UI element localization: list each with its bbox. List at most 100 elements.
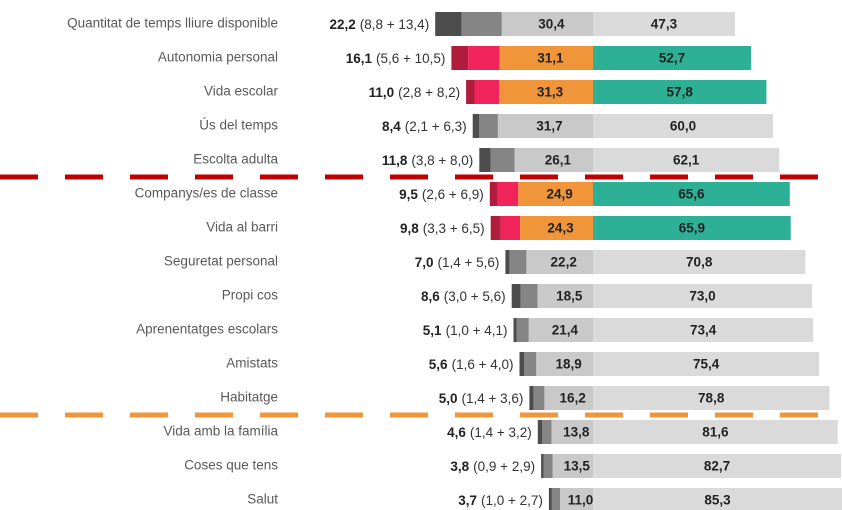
bar-segment [461,12,502,36]
category-label: Seguretat personal [164,254,278,269]
category-label: Aprenentatges escolars [136,322,278,337]
category-label: Vida al barri [206,220,278,235]
value-label: 31,7 [536,119,562,134]
value-label: 18,5 [556,289,583,304]
bar-segment [497,182,519,206]
bar-segment [537,420,542,444]
bar-segment [509,250,527,274]
bar-segment [551,420,593,444]
bar-segment [536,352,593,376]
value-label: 65,9 [679,221,705,236]
bar-segment [524,352,537,376]
value-label: 13,5 [564,459,591,474]
value-label: 73,4 [690,323,717,338]
category-label: Vida amb la família [163,424,278,439]
total-label: 16,1 [346,51,373,66]
value-label: 47,3 [651,17,678,32]
value-label: 52,7 [659,51,685,66]
bar-segment [479,148,491,172]
bar-segment [501,12,593,36]
value-label: 85,3 [704,493,731,508]
low-annotation: 3,7 (1,0 + 2,7) [458,493,543,508]
bar-segment [497,114,593,138]
breakdown-label: (1,0 + 2,7) [481,493,543,508]
bar-segment [479,114,498,138]
value-label: 62,1 [673,153,700,168]
breakdown-label: (5,6 + 10,5) [376,51,445,66]
low-annotation: 22,2 (8,8 + 13,4) [329,17,429,32]
bar-segment [490,216,501,240]
breakdown-label: (2,6 + 6,9) [422,187,484,202]
bar-segment [548,488,552,510]
value-label: 70,8 [686,255,713,270]
bar-segment [593,386,830,410]
bar-segment [520,216,593,240]
low-annotation: 5,1 (1,0 + 4,1) [423,323,508,338]
bar-segment [526,250,593,274]
breakdown-label: (3,8 + 8,0) [411,153,473,168]
breakdown-label: (1,6 + 4,0) [452,357,514,372]
breakdown-label: (3,3 + 6,5) [423,221,485,236]
bar-segment [513,318,517,342]
total-label: 3,7 [458,493,477,508]
bar-segment [543,454,553,478]
bar-segment [520,284,538,308]
value-label: 75,4 [693,357,720,372]
bar-segment [474,80,500,104]
breakdown-label: (1,4 + 3,6) [461,391,523,406]
bar-segment [435,12,462,36]
category-label: Companys/es de classe [135,186,278,201]
bar-segment [593,216,791,240]
total-label: 5,6 [429,357,448,372]
value-label: 22,2 [551,255,577,270]
value-label: 78,8 [698,391,725,406]
bar-segment [490,148,515,172]
value-label: 65,6 [678,187,705,202]
value-label: 18,9 [556,357,582,372]
total-label: 5,1 [423,323,442,338]
category-label: Vida escolar [204,84,279,99]
breakdown-label: (2,1 + 6,3) [405,119,467,134]
bar-segment [593,46,752,70]
bar-segment [593,182,790,206]
value-label: 57,8 [667,85,694,100]
value-label: 31,1 [537,51,564,66]
bar-segment [593,114,773,138]
low-annotation: 9,5 (2,6 + 6,9) [399,187,484,202]
bar-segment [505,250,510,274]
category-label: Autonomia personal [158,50,278,65]
bar-segment [528,318,593,342]
bar-segment [593,148,780,172]
value-label: 11,0 [568,493,594,508]
category-label: Salut [247,492,278,507]
value-label: 31,3 [537,85,564,100]
low-annotation: 8,4 (2,1 + 6,3) [382,119,467,134]
breakdown-label: (8,8 + 13,4) [360,17,429,32]
value-label: 73,0 [689,289,715,304]
breakdown-label: (2,8 + 8,2) [398,85,460,100]
bar-segment [533,386,545,410]
breakdown-label: (1,4 + 3,2) [470,425,532,440]
category-label: Habitatge [220,390,278,405]
bar-segment [489,182,498,206]
category-label: Quantitat de temps lliure disponible [67,16,278,31]
bar-segment [593,420,838,444]
total-label: 9,8 [400,221,419,236]
bar-segment [499,46,593,70]
total-label: 8,4 [382,119,401,134]
bar-segment [593,318,814,342]
value-label: 24,3 [547,221,574,236]
total-label: 4,6 [447,425,466,440]
total-label: 5,0 [439,391,458,406]
bar-segment [542,420,552,444]
breakdown-label: (0,9 + 2,9) [473,459,535,474]
total-label: 8,6 [421,289,440,304]
bar-segment [551,488,560,510]
low-annotation: 3,8 (0,9 + 2,9) [450,459,535,474]
bar-segment [541,454,544,478]
total-label: 22,2 [329,17,355,32]
low-annotation: 16,1 (5,6 + 10,5) [346,51,446,66]
low-annotation: 8,6 (3,0 + 5,6) [421,289,506,304]
bar-segment [511,284,521,308]
value-label: 16,2 [560,391,586,406]
